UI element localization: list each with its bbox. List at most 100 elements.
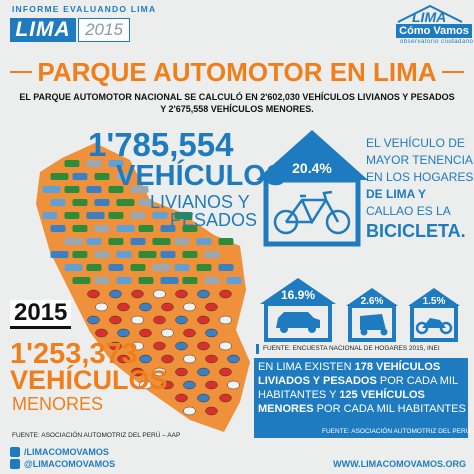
vehicle-icon xyxy=(131,315,144,325)
vehicle-icon xyxy=(219,367,232,377)
vehicle-icon xyxy=(218,264,234,271)
vehicle-icon xyxy=(138,251,157,258)
vehicle-icon xyxy=(117,328,130,338)
vehicle-icon xyxy=(72,277,91,284)
vehicle-icon xyxy=(219,315,232,325)
vehicle-icon xyxy=(227,354,240,364)
vehicle-icon xyxy=(197,315,210,325)
source: FUENTE: ASOCIACIÓN AUTOMOTRIZ DEL PERÚ –… xyxy=(322,428,474,435)
vehicle-icon xyxy=(205,380,218,390)
house-roof xyxy=(256,130,368,180)
vehicle-icon xyxy=(182,251,198,258)
vehicle-icon xyxy=(94,277,110,284)
subtitle: Y 2'675,558 VEHÍCULOS MENORES. xyxy=(160,104,314,114)
vehicle-icon xyxy=(219,341,232,351)
vehicle-icon xyxy=(182,225,198,232)
vehicle-icon xyxy=(175,341,188,351)
minor-label: VEHÍCULOS xyxy=(10,365,168,395)
vehicle-icon xyxy=(139,302,152,312)
vehicle-icon xyxy=(95,302,108,312)
vehicle-icon xyxy=(87,289,100,299)
vehicle-icon xyxy=(153,315,166,325)
vehicle-icon xyxy=(64,264,83,271)
vehicle-icon xyxy=(42,186,61,193)
vehicle-icon xyxy=(183,354,196,364)
vehicle-icon xyxy=(183,406,196,416)
mototaxi-icon xyxy=(360,314,388,336)
vehicle-icon xyxy=(86,186,102,193)
house-roof xyxy=(346,288,398,306)
logo-tagline: Cómo Vamos xyxy=(396,24,472,38)
vehicle-icons xyxy=(42,160,242,416)
bicycle-note: EN LOS HOGARES xyxy=(366,170,474,184)
vehicle-icon xyxy=(50,173,69,180)
density-text: EN LIMA EXISTEN xyxy=(258,361,355,373)
logo-name: LIMA xyxy=(412,9,447,25)
vehicle-icon xyxy=(182,277,198,284)
vehicle-icon xyxy=(117,354,130,364)
vehicle-icon xyxy=(183,328,196,338)
vehicle-icon xyxy=(50,225,66,232)
vehicle-icon xyxy=(109,289,122,299)
facebook-icon xyxy=(10,447,20,457)
vehicle-icon xyxy=(138,199,154,206)
house-roof xyxy=(408,288,460,306)
source: FUENTE: ENCUESTA NACIONAL DE HOGARES 201… xyxy=(263,345,440,352)
vehicle-icon xyxy=(108,264,124,271)
facebook-handle[interactable]: /LIMACOMOVAMOS xyxy=(24,447,109,457)
vehicle-icon xyxy=(94,251,110,258)
vehicle-icon xyxy=(138,225,154,232)
vehicle-icon xyxy=(183,302,196,312)
vehicle-icon xyxy=(130,212,146,219)
household-share: 1.5% xyxy=(422,296,446,307)
bicycle-note: BICICLETA. xyxy=(366,221,466,241)
vehicle-icon xyxy=(152,264,171,271)
vehicle-icon xyxy=(205,354,218,364)
vehicle-icon xyxy=(108,238,124,245)
vehicle-icon xyxy=(116,225,135,232)
vehicle-icon xyxy=(116,199,135,206)
vehicle-icon xyxy=(152,212,168,219)
vehicle-icon xyxy=(139,354,152,364)
bicycle-note: DE LIMA Y xyxy=(366,187,427,201)
vehicle-icon xyxy=(219,393,232,403)
website[interactable]: WWW.LIMACOMOVAMOS.ORG xyxy=(333,459,466,469)
logo-subtitle: observatorio ciudadano xyxy=(400,39,474,45)
vehicle-icon xyxy=(175,367,188,377)
vehicle-icon xyxy=(116,277,132,284)
vehicle-icon xyxy=(109,315,122,325)
household-share: 16.9% xyxy=(280,288,316,302)
vehicle-icon xyxy=(204,251,220,258)
brand: LIMA xyxy=(10,18,76,42)
vehicle-icon xyxy=(131,289,144,299)
vehicle-icon xyxy=(196,238,212,245)
vehicle-icon xyxy=(205,406,218,416)
vehicle-icon xyxy=(153,341,166,351)
subtitle: EL PARQUE AUTOMOTOR NACIONAL SE CALCULÓ … xyxy=(19,92,455,102)
vehicle-icon xyxy=(86,264,102,271)
twitter-icon xyxy=(10,459,20,469)
vehicle-icon xyxy=(160,277,179,284)
edition-year: 2015 xyxy=(78,18,130,42)
vehicle-icon xyxy=(94,225,110,232)
vehicle-icon xyxy=(204,277,220,284)
vehicle-icon xyxy=(161,354,174,364)
year-badge: 2015 xyxy=(10,300,72,329)
vehicle-icon xyxy=(218,238,234,245)
car-icon xyxy=(276,312,320,333)
vehicle-icon xyxy=(50,199,66,206)
vehicle-icon xyxy=(117,302,130,312)
house-body xyxy=(410,304,458,342)
vehicle-icon xyxy=(227,380,240,390)
vehicle-icon xyxy=(174,212,193,219)
vehicle-icon xyxy=(94,173,110,180)
vehicle-icon xyxy=(94,199,110,206)
twitter-handle[interactable]: @LIMACOMOVAMOS xyxy=(24,459,116,469)
vehicle-icon xyxy=(72,225,88,232)
bicycle-icon xyxy=(273,190,351,235)
vehicle-icon xyxy=(138,277,154,284)
vehicle-icon xyxy=(196,264,212,271)
